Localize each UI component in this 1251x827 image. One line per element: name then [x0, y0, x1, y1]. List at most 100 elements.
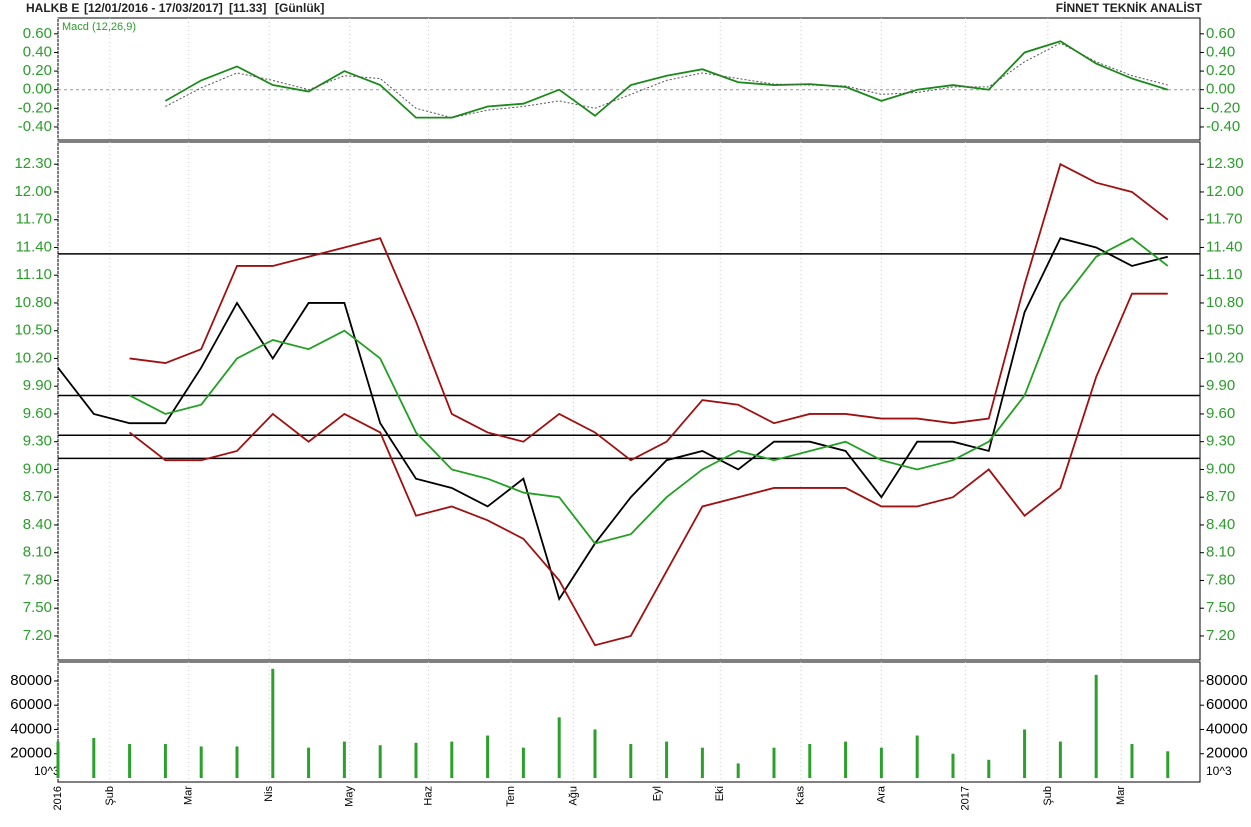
volume-bar	[1023, 729, 1027, 778]
period: [Günlük]	[275, 1, 324, 15]
volume-bar	[915, 735, 919, 778]
series-line	[129, 162, 1169, 462]
x-tick-label: Nis	[263, 786, 275, 802]
volume-bar	[521, 747, 525, 778]
volume-bar	[844, 741, 848, 778]
y-tick-label-right: 0.40	[1206, 43, 1235, 60]
volume-bar	[700, 747, 704, 778]
y-tick-label-right: -0.20	[1206, 99, 1240, 116]
volume-bar	[414, 742, 418, 778]
volume-bar	[128, 744, 132, 778]
volume-bar	[1058, 741, 1062, 778]
y-tick-label-right: 7.50	[1206, 599, 1235, 616]
volume-bar	[1094, 674, 1098, 778]
y-tick-label: 9.60	[23, 405, 52, 422]
y-tick-label-right: 9.90	[1206, 377, 1235, 394]
y-tick-label-right: 7.80	[1206, 571, 1235, 588]
volume-bar	[593, 729, 597, 778]
y-tick-label-right: 60000	[1206, 696, 1248, 713]
volume-bar	[450, 741, 454, 778]
symbol: HALKB E	[26, 1, 79, 15]
y-tick-label-right: 10.50	[1206, 322, 1244, 339]
y-tick-label-right: -0.40	[1206, 118, 1240, 135]
y-tick-label-right: 11.10	[1206, 266, 1242, 283]
y-tick-label-right: 9.30	[1206, 433, 1235, 450]
panel-title: Macd (12,26,9)	[62, 21, 136, 33]
y-tick-label: 11.70	[16, 211, 52, 228]
volume-bar	[486, 735, 490, 778]
y-tick-label-right: 80000	[1206, 672, 1248, 689]
volume-bar	[736, 763, 740, 778]
y-tick-label-right: 7.20	[1206, 627, 1235, 644]
vendor: FİNNET TEKNİK ANALİST	[1056, 0, 1203, 15]
y-tick-label: 0.20	[23, 62, 52, 79]
volume-bar	[307, 747, 311, 778]
y-tick-label: 7.20	[23, 627, 52, 644]
series-line	[129, 237, 1169, 545]
series-line	[165, 42, 1168, 119]
y-tick-label-right: 0.20	[1206, 62, 1235, 79]
volume-bar	[271, 668, 275, 778]
units-label: 10^3	[34, 764, 60, 778]
volume-bar	[56, 741, 60, 778]
y-tick-label: 0.00	[23, 81, 52, 98]
volume-bar	[378, 745, 382, 778]
volume-bar	[557, 717, 561, 778]
y-tick-label: 20000	[10, 745, 52, 762]
y-tick-label: 8.40	[23, 516, 52, 533]
y-tick-label-right: 12.30	[1206, 155, 1244, 172]
y-tick-label: 60000	[10, 696, 52, 713]
y-tick-label-right: 9.60	[1206, 405, 1235, 422]
x-tick-label: 2016	[52, 786, 64, 810]
price-panel	[57, 141, 1201, 661]
x-tick-label: Mar	[183, 786, 195, 805]
y-tick-label: 11.40	[16, 238, 52, 255]
y-tick-label: 10.20	[14, 349, 52, 366]
x-tick-label: Şub	[104, 786, 116, 806]
date-range: [12/01/2016 - 17/03/2017]	[84, 1, 223, 15]
y-tick-label-right: 9.00	[1206, 460, 1235, 477]
y-tick-label-right: 12.00	[1206, 183, 1244, 200]
volume-bar	[1130, 744, 1134, 778]
y-tick-label-right: 0.00	[1206, 81, 1235, 98]
series-line	[57, 237, 1169, 602]
series-line	[129, 292, 1168, 647]
y-tick-label: 8.10	[23, 544, 52, 561]
x-tick-label: Tem	[505, 786, 517, 807]
series-line	[164, 40, 1169, 119]
x-tick-label: May	[344, 786, 356, 807]
y-tick-label: -0.40	[18, 118, 52, 135]
volume-bar	[342, 741, 346, 778]
y-tick-label-right: 0.60	[1206, 25, 1235, 42]
y-tick-label: 7.80	[23, 571, 52, 588]
y-tick-label: 12.00	[14, 183, 52, 200]
x-tick-label: 2017	[959, 786, 971, 810]
y-tick-label-right: 8.10	[1206, 544, 1235, 561]
y-tick-label: 8.70	[23, 488, 52, 505]
volume-bar	[772, 747, 776, 778]
y-tick-label-right: 8.40	[1206, 516, 1235, 533]
volume-bar	[951, 753, 955, 778]
x-tick-label: Eyl	[652, 786, 664, 801]
x-tick-label: Haz	[422, 786, 434, 806]
y-tick-label: 0.60	[23, 25, 52, 42]
units-label-right: 10^3	[1206, 764, 1232, 778]
y-tick-label-right: 11.40	[1206, 238, 1242, 255]
y-tick-label-right: 8.70	[1206, 488, 1235, 505]
y-tick-label: 11.10	[16, 266, 52, 283]
volume-bar	[92, 737, 96, 778]
x-tick-label: Kas	[795, 786, 807, 805]
y-tick-label-right: 40000	[1206, 720, 1248, 737]
y-tick-label: 9.90	[23, 377, 52, 394]
y-tick-label: 9.00	[23, 460, 52, 477]
volume-bar	[199, 746, 203, 778]
volume-bar	[1166, 751, 1170, 778]
y-tick-label-right: 10.20	[1206, 349, 1244, 366]
x-tick-label: Ağu	[567, 786, 579, 806]
volume-bar	[629, 744, 633, 778]
volume-bar	[879, 747, 883, 778]
y-tick-label-right: 10.80	[1206, 294, 1244, 311]
y-tick-label: 12.30	[14, 155, 52, 172]
